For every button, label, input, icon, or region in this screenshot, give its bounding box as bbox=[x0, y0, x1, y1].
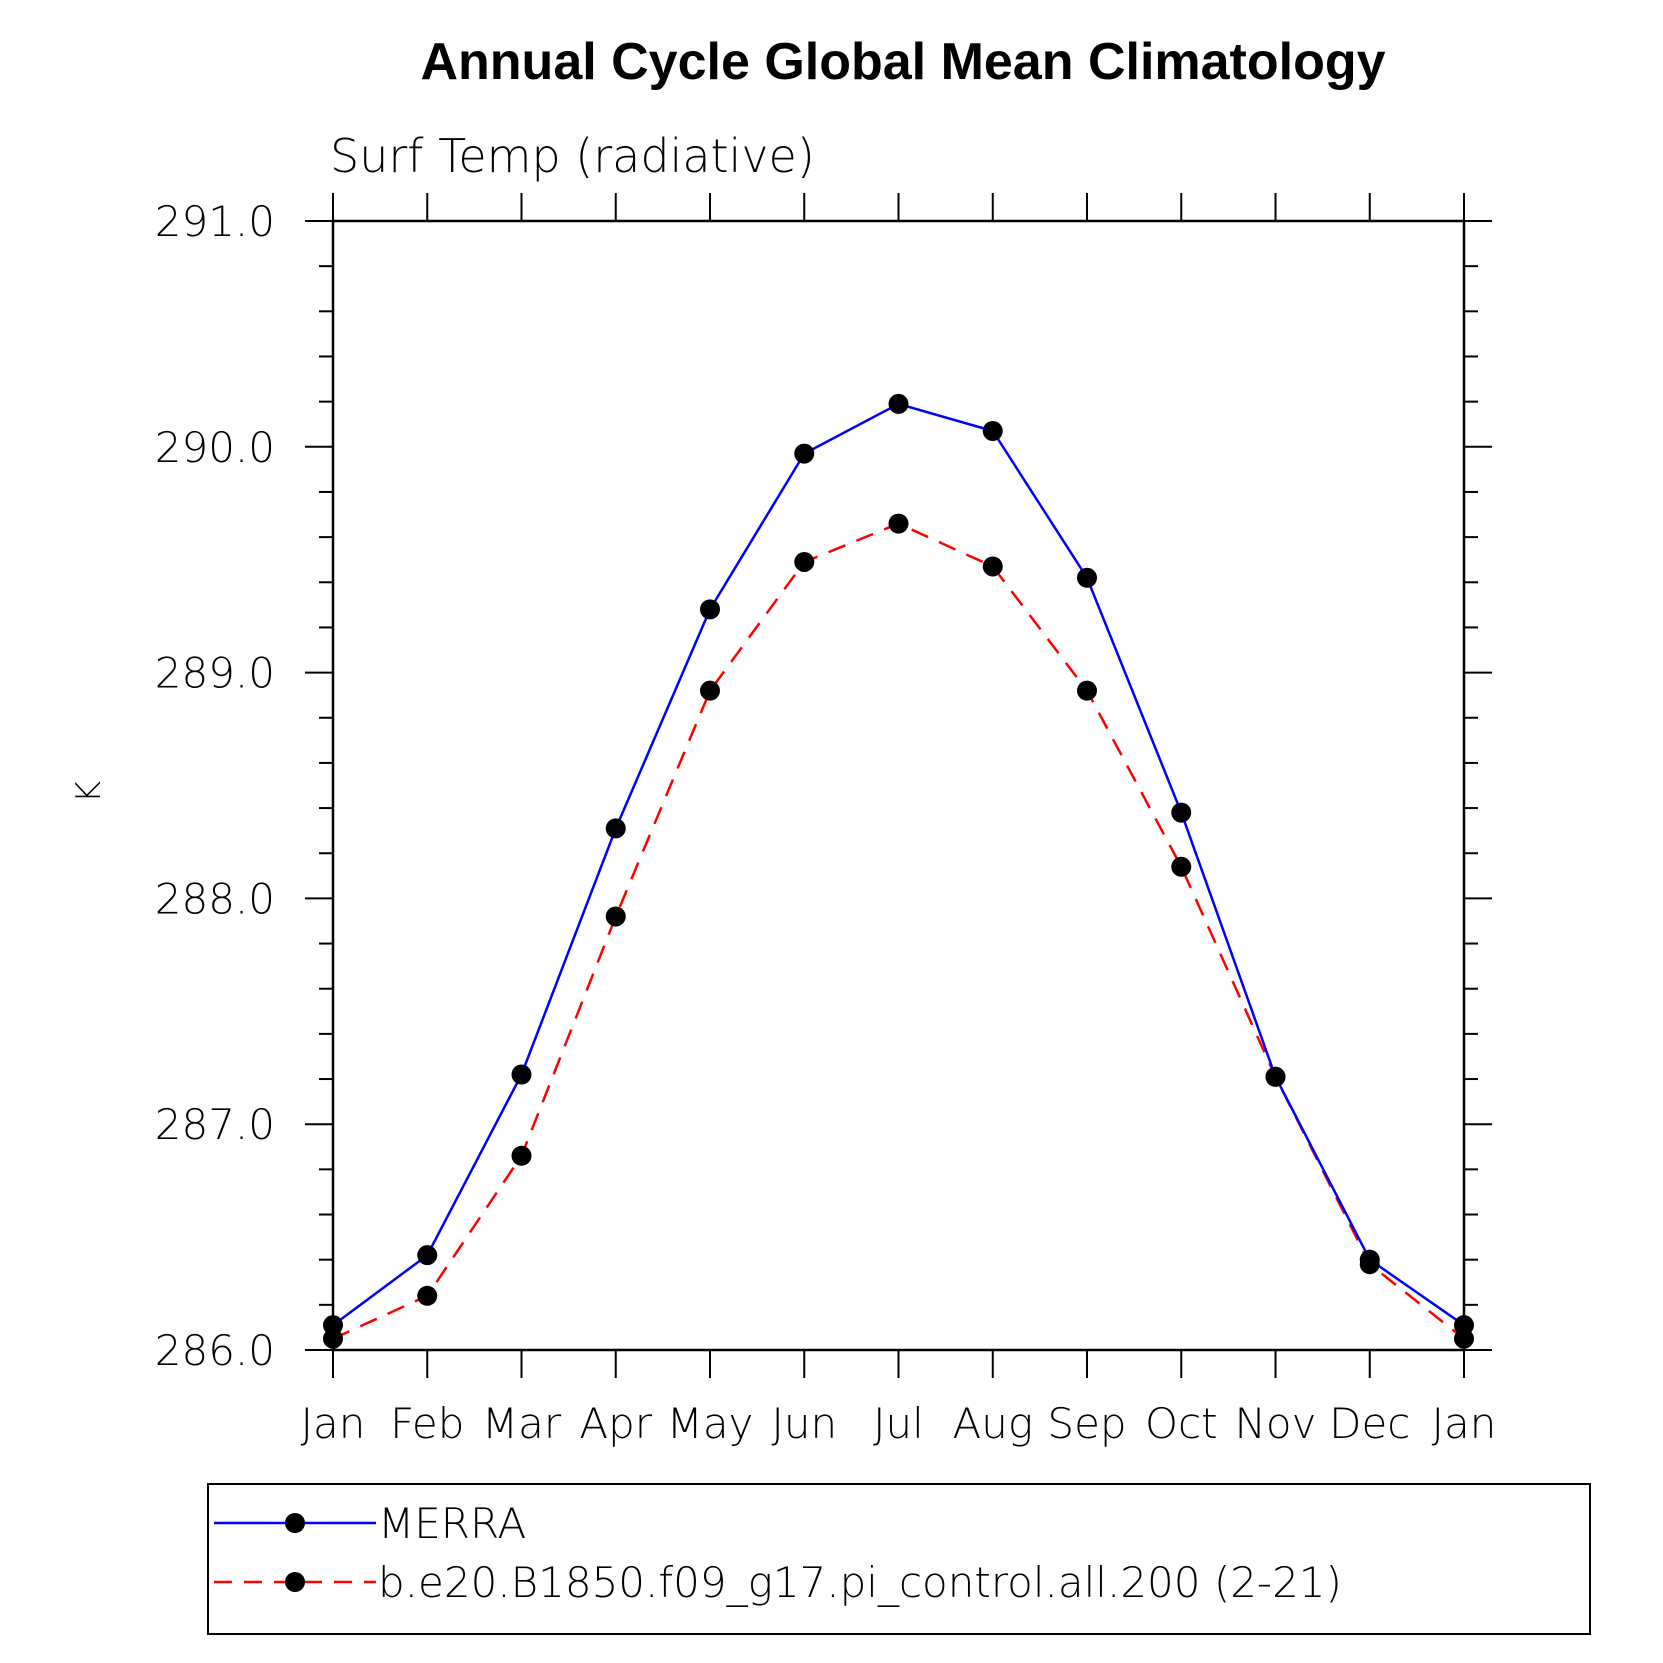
x-tick-label: Jun bbox=[771, 1399, 837, 1448]
data-point-series-1 bbox=[417, 1285, 438, 1306]
data-point-series-1 bbox=[1454, 1328, 1474, 1349]
y-tick-label: 286.0 bbox=[155, 1326, 275, 1375]
data-point-series-0 bbox=[700, 599, 720, 620]
y-tick-label: 288.0 bbox=[155, 874, 275, 923]
legend-box bbox=[207, 1483, 1591, 1635]
data-point-series-1 bbox=[888, 513, 909, 534]
data-point-series-1 bbox=[1265, 1066, 1286, 1087]
plot-frame bbox=[331, 219, 1466, 1352]
data-point-series-0 bbox=[982, 420, 1003, 441]
series-group bbox=[323, 393, 1474, 1349]
data-point-series-1 bbox=[1359, 1254, 1380, 1275]
series-line-0 bbox=[332, 402, 1465, 1327]
data-point-series-1 bbox=[511, 1145, 532, 1166]
data-point-series-0 bbox=[1077, 567, 1097, 588]
x-tick-label: Sep bbox=[1047, 1399, 1126, 1448]
x-tick-label: Oct bbox=[1145, 1399, 1218, 1448]
series-line-1 bbox=[332, 522, 1465, 1340]
x-tick-label: Feb bbox=[390, 1399, 464, 1448]
data-point-series-0 bbox=[1171, 802, 1192, 823]
data-point-series-1 bbox=[794, 551, 815, 572]
x-tick-label: Aug bbox=[952, 1399, 1033, 1448]
legend-label-merra: MERRA bbox=[378, 1499, 526, 1548]
data-point-series-1 bbox=[323, 1328, 343, 1349]
x-tick-label: Apr bbox=[579, 1399, 652, 1448]
data-point-series-1 bbox=[1077, 680, 1097, 701]
data-point-series-1 bbox=[700, 680, 720, 701]
y-tick-label: 289.0 bbox=[155, 649, 275, 698]
chart-subtitle: Surf Temp (radiative) bbox=[330, 129, 815, 183]
x-tick-label: Nov bbox=[1235, 1399, 1317, 1448]
data-point-series-0 bbox=[605, 818, 626, 839]
data-point-series-1 bbox=[1171, 856, 1192, 877]
legend-marker-model bbox=[285, 1572, 305, 1592]
legend: MERRA b.e20.B1850.f09_g17.pi_control.all… bbox=[207, 1483, 1591, 1635]
x-tick-label: Jan bbox=[301, 1399, 366, 1448]
x-tick-label: Mar bbox=[482, 1399, 562, 1448]
data-point-series-0 bbox=[794, 443, 815, 464]
x-tick-label: Jan bbox=[1432, 1399, 1497, 1448]
y-axis: 286.0 287.0 288.0 289.0 290.0 291.0 bbox=[155, 197, 1492, 1375]
plot-border bbox=[331, 219, 1466, 1352]
data-point-series-1 bbox=[982, 556, 1003, 577]
data-point-series-1 bbox=[605, 906, 626, 927]
y-tick-label: 290.0 bbox=[155, 423, 275, 472]
x-tick-label: Jul bbox=[873, 1399, 924, 1448]
legend-marker-merra bbox=[285, 1513, 305, 1533]
data-point-series-0 bbox=[511, 1064, 532, 1085]
y-tick-label: 291.0 bbox=[155, 197, 275, 246]
x-tick-label: May bbox=[667, 1399, 754, 1448]
y-axis-label: K bbox=[69, 781, 109, 803]
chart-title: Annual Cycle Global Mean Climatology bbox=[420, 33, 1385, 91]
legend-label-model: b.e20.B1850.f09_g17.pi_control.all.200 (… bbox=[378, 1558, 1342, 1607]
data-point-series-0 bbox=[888, 393, 909, 414]
x-axis: Jan Feb Mar Apr May Jun Jul Aug Sep Oct Nov Dec Jan bbox=[301, 193, 1497, 1448]
x-tick-label: Dec bbox=[1329, 1399, 1410, 1448]
data-point-series-0 bbox=[417, 1245, 438, 1266]
y-tick-label: 287.0 bbox=[155, 1100, 275, 1149]
